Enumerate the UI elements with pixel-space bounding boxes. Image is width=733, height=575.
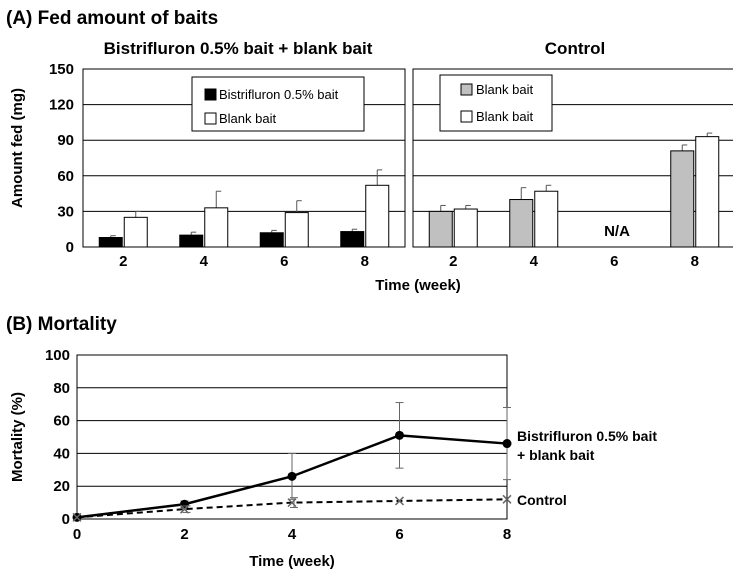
- right-legend: Blank bait Blank bait: [439, 74, 553, 132]
- mortality-y-tick-label: 100: [45, 347, 70, 364]
- left-bar-a: [179, 234, 204, 248]
- panel-a-x-axis-label: Time (week): [375, 277, 461, 294]
- right-legend-label-grey: Blank bait: [476, 82, 533, 97]
- right-bar-a: [428, 210, 453, 248]
- mortality-x-tick-label: 2: [180, 526, 188, 543]
- left-bar-b: [365, 184, 390, 248]
- mortality-x-tick-label: 4: [288, 526, 297, 543]
- left-x-tick-label: 2: [119, 253, 127, 270]
- mortality-y-tick-label: 80: [53, 380, 70, 397]
- control-marker: [287, 498, 297, 508]
- right-bar-b: [453, 208, 478, 248]
- left-bar-a: [340, 231, 365, 248]
- left-plot-frame: [82, 68, 406, 248]
- left-chart-title: Bistrifluron 0.5% bait + blank bait: [104, 39, 373, 58]
- left-x-tick-label: 4: [200, 253, 209, 270]
- right-legend-label-white: Blank bait: [476, 109, 533, 124]
- left-y-tick-label: 150: [49, 61, 74, 78]
- series-label-bistrifluron-line2: + blank bait: [517, 447, 595, 463]
- panel-b-title: (B) Mortality: [6, 314, 117, 335]
- mortality-x-tick-label: 8: [503, 526, 511, 543]
- right-bar-b: [695, 136, 720, 248]
- bistrifluron-marker: [180, 499, 189, 509]
- right-bar-chart: 2 4 6 8 N/A Blank bait Blank bait: [412, 68, 733, 270]
- panel-a-title: (A) Fed amount of baits: [6, 8, 218, 29]
- left-bar-a: [259, 232, 284, 248]
- control-marker: [179, 504, 190, 514]
- right-chart-title: Control: [545, 39, 605, 58]
- left-y-tick-label: 60: [57, 168, 74, 185]
- left-legend-label-blank: Blank bait: [219, 111, 276, 126]
- mortality-x-tick-label: 6: [395, 526, 403, 543]
- left-bar-chart: 0 30 60 90 120 150 2 4 6 8 Bistrifluron 0.5% bai…: [49, 61, 406, 270]
- bistrifluron-marker: [395, 430, 404, 440]
- left-legend-label-bistrifluron: Bistrifluron 0.5% bait: [219, 87, 339, 102]
- control-marker: [72, 512, 82, 522]
- control-marker: [502, 494, 512, 504]
- left-bar-b: [284, 212, 309, 248]
- left-y-tick-label: 90: [57, 132, 74, 149]
- na-annotation: N/A: [604, 223, 630, 240]
- mortality-y-tick-label: 40: [53, 445, 70, 462]
- bistrifluron-marker: [287, 471, 297, 481]
- left-bar-a: [98, 237, 123, 248]
- mortality-x-tick-label: 0: [73, 526, 81, 543]
- right-plot-frame: [412, 68, 733, 248]
- series-label-control: Control: [517, 492, 567, 508]
- left-y-tick-label: 120: [49, 97, 74, 114]
- right-x-tick-label: 8: [691, 253, 699, 270]
- left-x-tick-label: 8: [361, 253, 369, 270]
- series-label-bistrifluron-line1: Bistrifluron 0.5% bait: [517, 428, 657, 444]
- control-marker: [394, 496, 405, 506]
- right-x-tick-label: 2: [449, 253, 457, 270]
- mortality-line-chart: 0 20 40 60 80 100 0 2 4 6 8 Bistrifluron 0.5% bai…: [45, 347, 657, 543]
- bistrifluron-marker: [502, 439, 512, 449]
- left-legend-box: [191, 76, 365, 132]
- left-y-tick-label: 30: [57, 203, 74, 220]
- left-legend-swatch-blank: [204, 112, 217, 125]
- panel-a-y-axis-label: Amount fed (mg): [9, 88, 26, 208]
- left-legend-swatch-bistrifluron: [204, 88, 217, 101]
- right-bar-b: [534, 190, 559, 248]
- right-legend-swatch-grey: [460, 83, 473, 96]
- left-bar-b: [123, 216, 148, 248]
- mortality-y-tick-label: 60: [53, 413, 70, 430]
- right-x-tick-label: 4: [530, 253, 539, 270]
- mortality-y-tick-label: 20: [53, 478, 70, 495]
- left-legend: Bistrifluron 0.5% bait Blank bait: [191, 76, 365, 132]
- left-y-tick-label: 0: [66, 239, 74, 256]
- panel-b-x-axis-label: Time (week): [249, 553, 335, 570]
- right-x-tick-label: 6: [610, 253, 618, 270]
- left-bar-b: [204, 207, 229, 248]
- mortality-y-tick-label: 0: [62, 511, 70, 528]
- right-legend-swatch-white: [460, 110, 473, 123]
- left-x-tick-label: 6: [280, 253, 288, 270]
- right-legend-box: [439, 74, 553, 132]
- right-bar-a: [670, 150, 695, 248]
- panel-b-y-axis-label: Mortality (%): [9, 392, 26, 482]
- right-bar-a: [509, 199, 534, 248]
